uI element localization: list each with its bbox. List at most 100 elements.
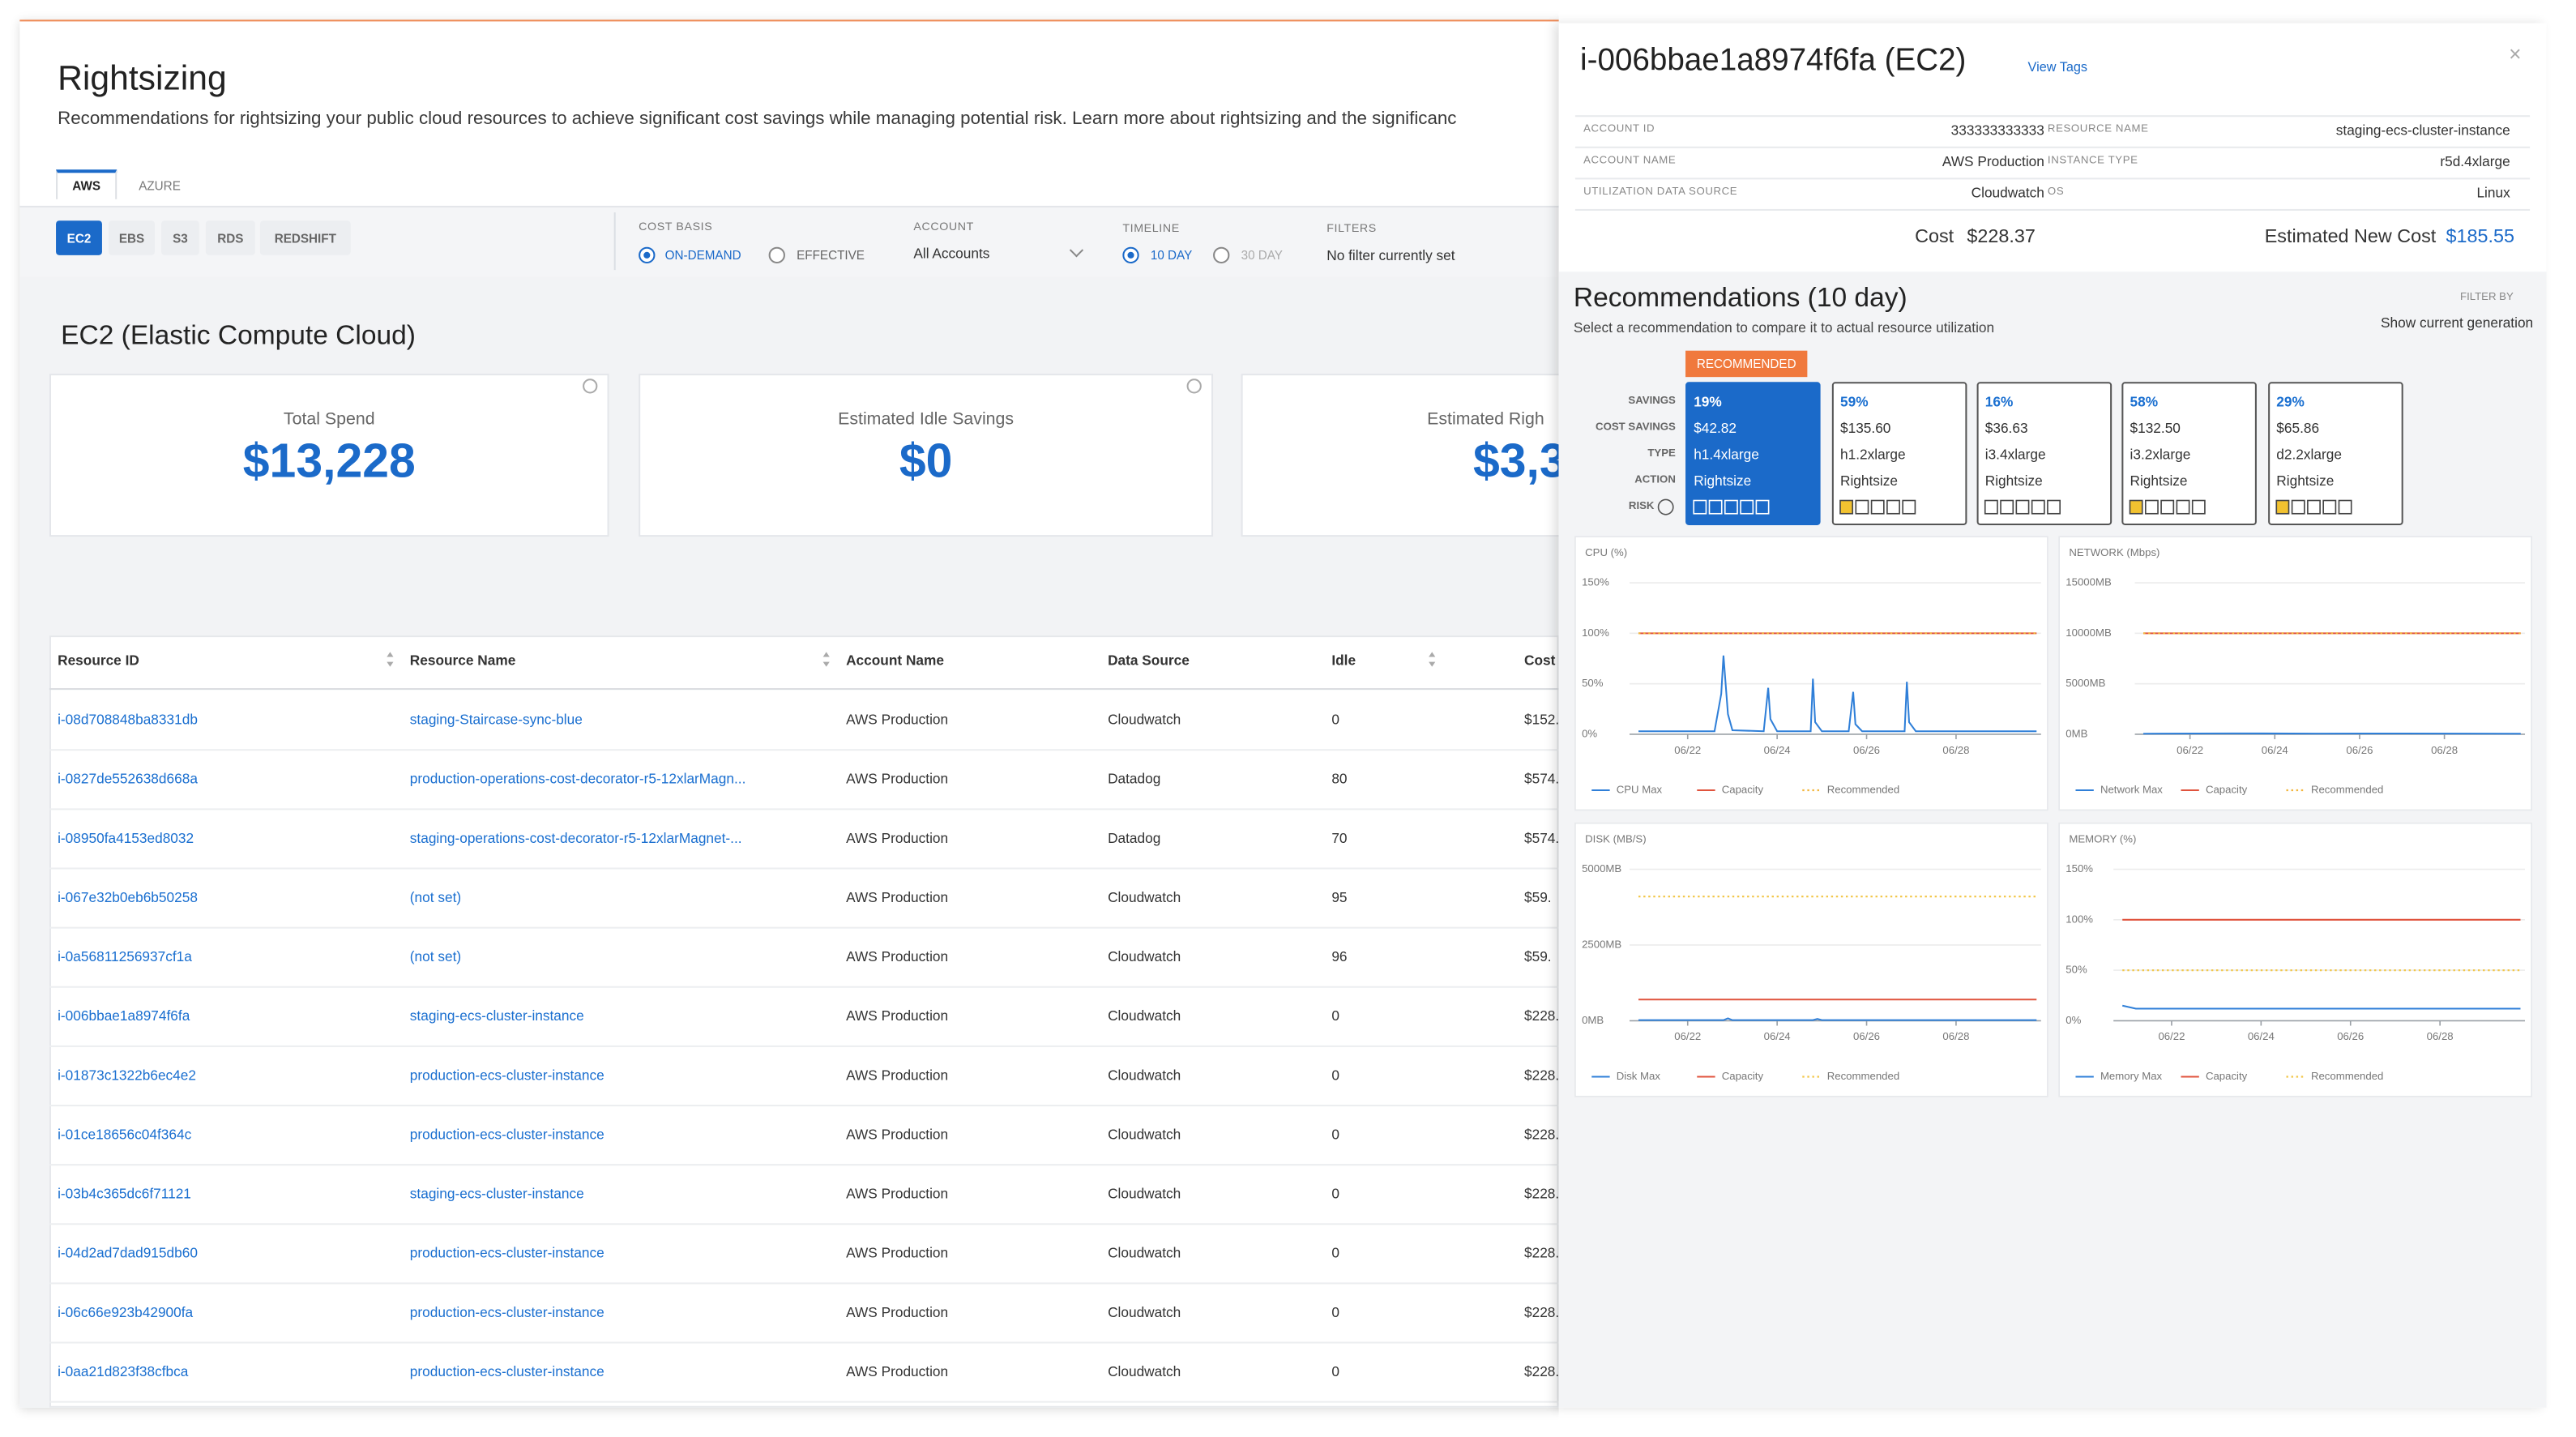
table-link[interactable]: (not set) xyxy=(410,889,461,906)
table-link[interactable]: i-03b4c365dc6f71121 xyxy=(58,1185,191,1202)
table-cell: 96 xyxy=(1331,948,1347,965)
radio[interactable] xyxy=(1122,247,1138,263)
radio[interactable] xyxy=(1213,247,1229,263)
close-button[interactable]: × xyxy=(2509,41,2521,67)
table-link[interactable]: (not set) xyxy=(410,948,461,965)
table-link[interactable]: production-ecs-cluster-instance xyxy=(410,1244,604,1261)
cloud-tab[interactable]: AZURE xyxy=(139,178,181,193)
column-header[interactable]: Data Source xyxy=(1108,652,1190,669)
sort-icon[interactable] xyxy=(823,652,830,656)
table-cell: 0 xyxy=(1331,1363,1339,1380)
table-cell: Cloudwatch xyxy=(1108,1067,1181,1084)
table-link[interactable]: production-ecs-cluster-instance xyxy=(410,1126,604,1143)
table-link[interactable]: i-06c66e923b42900fa xyxy=(58,1304,193,1321)
page-title: Rightsizing xyxy=(58,58,227,100)
table-link[interactable]: staging-operations-cost-decorator-r5-12x… xyxy=(410,830,742,847)
column-header[interactable]: Account Name xyxy=(846,652,944,669)
recommendations-subtitle: Select a recommendation to compare it to… xyxy=(1574,319,1994,336)
sort-icon[interactable] xyxy=(823,662,830,667)
sort-icon[interactable] xyxy=(1429,652,1435,656)
column-header[interactable]: Idle xyxy=(1331,652,1356,669)
account-select[interactable]: All Accounts xyxy=(913,245,989,262)
sort-icon[interactable] xyxy=(387,662,393,667)
field-value: staging-ecs-cluster-instance xyxy=(2336,122,2510,139)
row-rule xyxy=(49,808,1559,810)
table-link[interactable]: i-006bbae1a8974f6fa xyxy=(58,1007,190,1024)
column-header[interactable]: Resource ID xyxy=(58,652,139,669)
cloud-tab[interactable]: AWS xyxy=(72,178,100,193)
table-link[interactable]: production-ecs-cluster-instance xyxy=(410,1363,604,1380)
field-label: ACCOUNT ID xyxy=(1583,124,1655,137)
table-link[interactable]: production-operations-cost-decorator-r5-… xyxy=(410,770,746,787)
radio-label[interactable]: EFFECTIVE xyxy=(797,248,865,263)
table-link[interactable]: i-04d2ad7dad915db60 xyxy=(58,1244,198,1261)
table-link[interactable]: staging-ecs-cluster-instance xyxy=(410,1185,584,1202)
table-cell: AWS Production xyxy=(846,889,948,906)
table-cell: Cloudwatch xyxy=(1108,1007,1181,1024)
option-type: d2.2xlarge xyxy=(2276,446,2342,463)
service-tab[interactable]: RDS xyxy=(217,230,243,245)
table-link[interactable]: i-01873c1322b6ec4e2 xyxy=(58,1067,196,1084)
table-cell: 0 xyxy=(1331,1126,1339,1143)
service-tab[interactable]: EC2 xyxy=(67,230,92,245)
table-link[interactable]: i-0aa21d823f38cfbca xyxy=(58,1363,188,1380)
new-cost-label: Estimated New Cost xyxy=(2265,228,2437,250)
table-link[interactable]: production-ecs-cluster-instance xyxy=(410,1067,604,1084)
table-cell: Cloudwatch xyxy=(1108,948,1181,965)
field-value: Cloudwatch xyxy=(1972,184,2044,201)
column-header[interactable]: Resource Name xyxy=(410,652,516,669)
radio[interactable] xyxy=(639,247,655,263)
column-header[interactable]: Cost xyxy=(1524,652,1555,669)
option-cost-savings: $132.50 xyxy=(2130,420,2181,437)
radio-label[interactable]: 30 DAY xyxy=(1241,248,1283,263)
table-link[interactable]: i-0827de552638d668a xyxy=(58,770,198,787)
field-value: r5d.4xlarge xyxy=(2440,153,2510,170)
sort-icon[interactable] xyxy=(1429,662,1435,667)
table-link[interactable]: staging-Staircase-sync-blue xyxy=(410,711,583,728)
service-tab[interactable]: S3 xyxy=(173,230,188,245)
row-rule xyxy=(49,749,1559,751)
table-link[interactable]: i-08950fa4153ed8032 xyxy=(58,830,194,847)
filter-value[interactable]: No filter currently set xyxy=(1326,247,1455,264)
field-rule xyxy=(1575,115,2530,117)
row-rule xyxy=(49,1342,1559,1344)
main-panel: RightsizingRecommendations for rightsizi… xyxy=(0,0,1559,1437)
table-link[interactable]: i-067e32b0eb6b50258 xyxy=(58,889,198,906)
row-rule xyxy=(49,986,1559,988)
radio-label[interactable]: ON-DEMAND xyxy=(665,248,741,263)
field-label: INSTANCE TYPE xyxy=(2048,155,2138,168)
card-label: Estimated Idle Savings xyxy=(838,409,1014,430)
table-cell: Cloudwatch xyxy=(1108,889,1181,906)
service-tab[interactable]: EBS xyxy=(119,230,144,245)
table-cell: 0 xyxy=(1331,711,1339,728)
table-cell: 95 xyxy=(1331,889,1347,906)
option-savings: 29% xyxy=(2276,393,2305,410)
table-link[interactable]: production-ecs-cluster-instance xyxy=(410,1304,604,1321)
table-cell: AWS Production xyxy=(846,1007,948,1024)
filter-by-label: FILTER BY xyxy=(2460,292,2514,305)
table-cell: $228. xyxy=(1524,1363,1559,1380)
view-tags-link[interactable]: View Tags xyxy=(2028,60,2087,75)
radio-label[interactable]: 10 DAY xyxy=(1151,248,1192,263)
table-cell: AWS Production xyxy=(846,1363,948,1380)
table-link[interactable]: i-01ce18656c04f364c xyxy=(58,1126,191,1143)
table-cell: $574. xyxy=(1524,770,1559,787)
filter-by-value[interactable]: Show current generation xyxy=(2381,314,2533,331)
table-cell: AWS Production xyxy=(846,830,948,847)
table-cell: 0 xyxy=(1331,1067,1339,1084)
field-rule xyxy=(1575,147,2530,148)
radio[interactable] xyxy=(769,247,785,263)
service-tab[interactable]: REDSHIFT xyxy=(275,230,336,245)
table-cell: $59. xyxy=(1524,948,1552,965)
new-cost-value: $185.55 xyxy=(2446,228,2514,250)
table-link[interactable]: i-0a56811256937cf1a xyxy=(58,948,192,965)
table-link[interactable]: staging-ecs-cluster-instance xyxy=(410,1007,584,1024)
table-link[interactable]: i-08d708848ba8331db xyxy=(58,711,198,728)
sort-icon[interactable] xyxy=(387,652,393,656)
field-value: Linux xyxy=(2476,184,2510,201)
table-cell: AWS Production xyxy=(846,770,948,787)
table-cell: $228. xyxy=(1524,1126,1559,1143)
